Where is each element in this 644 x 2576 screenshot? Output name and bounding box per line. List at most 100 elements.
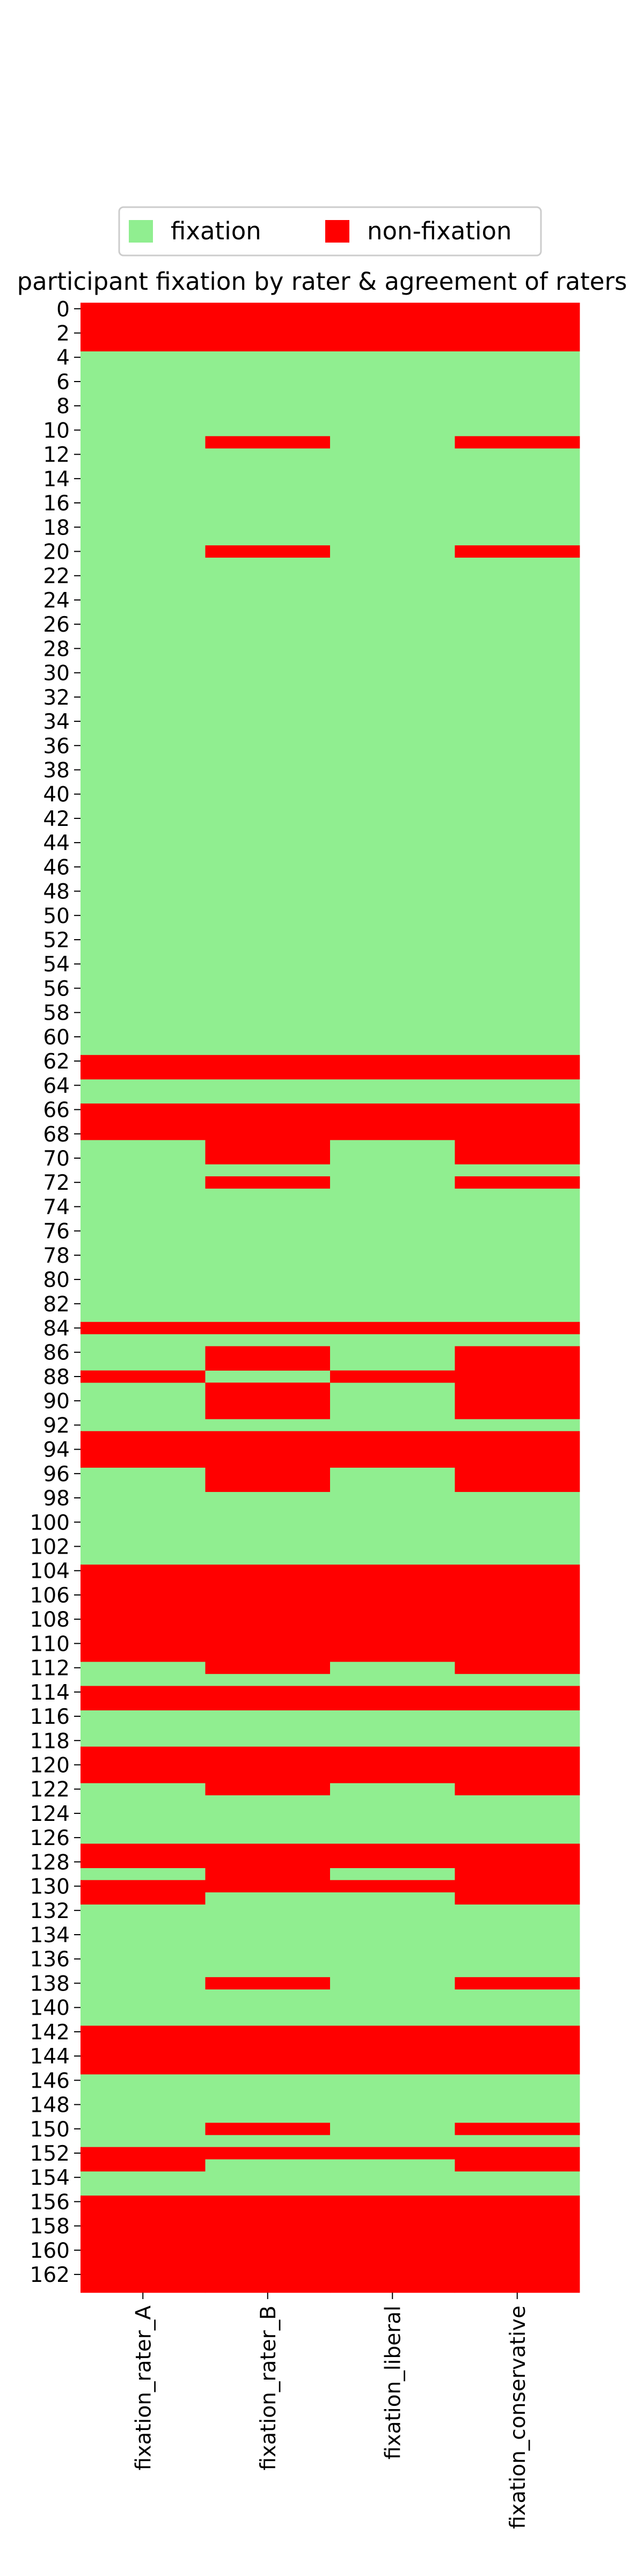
x-tick-label: fixation_rater_B	[257, 2306, 281, 2470]
heatmap-cell-non-fixation	[330, 2196, 455, 2293]
legend-label: fixation	[171, 217, 261, 245]
y-tick-label: 88	[43, 1365, 70, 1389]
y-tick-label: 128	[30, 1850, 70, 1875]
legend-label: non-fixation	[367, 217, 512, 245]
heatmap-cell-non-fixation	[330, 1370, 455, 1383]
y-tick-label: 12	[43, 443, 70, 467]
heatmap-cell-non-fixation	[205, 1382, 331, 1419]
y-tick-label: 158	[30, 2215, 70, 2239]
heatmap-cell-non-fixation	[205, 1055, 331, 1080]
y-tick-label: 30	[43, 662, 70, 686]
y-tick-label: 68	[43, 1123, 70, 1147]
y-tick-label: 102	[30, 1535, 70, 1560]
heatmap-cell-non-fixation	[205, 2147, 331, 2160]
heatmap-cell-non-fixation	[205, 1346, 331, 1371]
y-tick-label: 62	[43, 1050, 70, 1074]
heatmap-cell-non-fixation	[205, 1103, 331, 1165]
heatmap-cell-non-fixation	[80, 1880, 206, 1905]
y-tick-label: 28	[43, 637, 70, 661]
y-tick-label: 152	[30, 2142, 70, 2166]
heatmap-cell-non-fixation	[205, 1746, 331, 1796]
heatmap-cell-fixation	[455, 303, 580, 2293]
y-tick-label: 54	[43, 953, 70, 977]
y-tick-label: 20	[43, 540, 70, 565]
y-tick-label: 82	[43, 1292, 70, 1316]
heatmap-cell-fixation	[80, 303, 206, 2293]
y-tick-label: 124	[30, 1802, 70, 1826]
y-tick-label: 138	[30, 1972, 70, 1996]
y-tick-label: 100	[30, 1511, 70, 1535]
heatmap-cell-non-fixation	[205, 1176, 331, 1189]
heatmap-cell-non-fixation	[80, 303, 206, 352]
heatmap-cell-non-fixation	[455, 1686, 580, 1711]
heatmap-cell-non-fixation	[80, 1370, 206, 1383]
y-tick-label: 24	[43, 589, 70, 613]
heatmap-cell-non-fixation	[205, 303, 331, 352]
y-tick-label: 60	[43, 1026, 70, 1050]
y-tick-label: 126	[30, 1826, 70, 1850]
y-tick-label: 132	[30, 1899, 70, 1923]
y-tick-label: 26	[43, 613, 70, 637]
heatmap-cell-non-fixation	[330, 1880, 455, 1893]
heatmap-cell-non-fixation	[455, 303, 580, 352]
heatmap-cell-non-fixation	[205, 2123, 331, 2135]
heatmap-cell-non-fixation	[80, 1564, 206, 1662]
y-tick-label: 110	[30, 1632, 70, 1656]
y-tick-label: 112	[30, 1657, 70, 1681]
x-tick-label: fixation_liberal	[381, 2306, 405, 2460]
y-tick-label: 0	[56, 297, 70, 321]
y-tick-label: 156	[30, 2190, 70, 2214]
heatmap-cell-non-fixation	[455, 545, 580, 558]
y-tick-label: 130	[30, 1875, 70, 1899]
y-tick-label: 18	[43, 516, 70, 540]
heatmap-cell-non-fixation	[80, 2025, 206, 2075]
heatmap-cell-non-fixation	[205, 1977, 331, 1990]
y-tick-label: 154	[30, 2166, 70, 2190]
heatmap-cell-non-fixation	[205, 2025, 331, 2075]
y-tick-label: 44	[43, 831, 70, 855]
y-tick-label: 4	[56, 346, 70, 370]
y-tick-label: 78	[43, 1244, 70, 1268]
y-tick-label: 148	[30, 2094, 70, 2118]
y-tick-label: 66	[43, 1099, 70, 1123]
heatmap-cell-non-fixation	[455, 1431, 580, 1492]
heatmap-cell-non-fixation	[80, 1103, 206, 1140]
y-tick-label: 104	[30, 1560, 70, 1584]
heatmap-cell-non-fixation	[455, 2196, 580, 2293]
y-tick-label: 22	[43, 565, 70, 589]
heatmap-cell-non-fixation	[455, 1977, 580, 1990]
y-tick-label: 38	[43, 758, 70, 782]
y-tick-label: 42	[43, 807, 70, 831]
heatmap-cell-non-fixation	[205, 545, 331, 558]
y-tick-label: 144	[30, 2045, 70, 2069]
heatmap-cell-non-fixation	[455, 1564, 580, 1674]
y-tick-label: 90	[43, 1389, 70, 1414]
y-tick-label: 58	[43, 1001, 70, 1026]
y-tick-label: 94	[43, 1438, 70, 1462]
heatmap-cell-non-fixation	[455, 1322, 580, 1335]
heatmap-cell-non-fixation	[455, 1103, 580, 1165]
y-tick-label: 108	[30, 1608, 70, 1632]
y-tick-label: 46	[43, 855, 70, 880]
x-axis-ticks: fixation_rater_A fixation_rater_B fixation…	[131, 2293, 530, 2529]
y-tick-label: 146	[30, 2069, 70, 2093]
heatmap-cell-non-fixation	[80, 1322, 206, 1335]
heatmap-cell-non-fixation	[80, 1843, 206, 1868]
y-tick-label: 120	[30, 1753, 70, 1777]
y-tick-label: 96	[43, 1462, 70, 1487]
heatmap-cell-non-fixation	[330, 1322, 455, 1335]
heatmap-cell-non-fixation	[205, 436, 331, 449]
y-tick-label: 116	[30, 1705, 70, 1729]
heatmap-cell-non-fixation	[330, 2025, 455, 2075]
heatmap-cell-non-fixation	[330, 303, 455, 352]
y-tick-label: 2	[56, 322, 70, 346]
y-tick-label: 140	[30, 1996, 70, 2021]
y-tick-label: 80	[43, 1268, 70, 1292]
y-tick-label: 48	[43, 880, 70, 904]
y-tick-label: 14	[43, 467, 70, 492]
heatmap-cell-non-fixation	[455, 1843, 580, 1905]
heatmap-cell-fixation	[330, 303, 455, 2293]
heatmap-cell-non-fixation	[455, 436, 580, 449]
y-tick-label: 74	[43, 1195, 70, 1219]
y-tick-label: 72	[43, 1171, 70, 1195]
